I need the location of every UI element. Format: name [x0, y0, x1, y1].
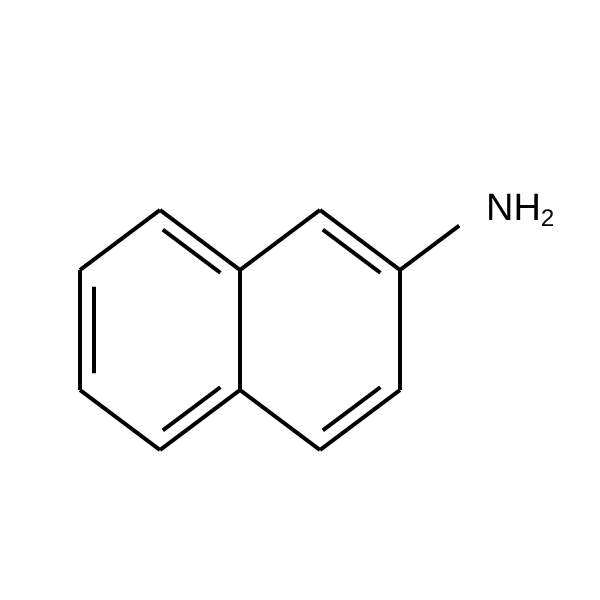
molecule-diagram: NH2 [0, 0, 600, 600]
amine-label: NH2 [486, 187, 554, 232]
